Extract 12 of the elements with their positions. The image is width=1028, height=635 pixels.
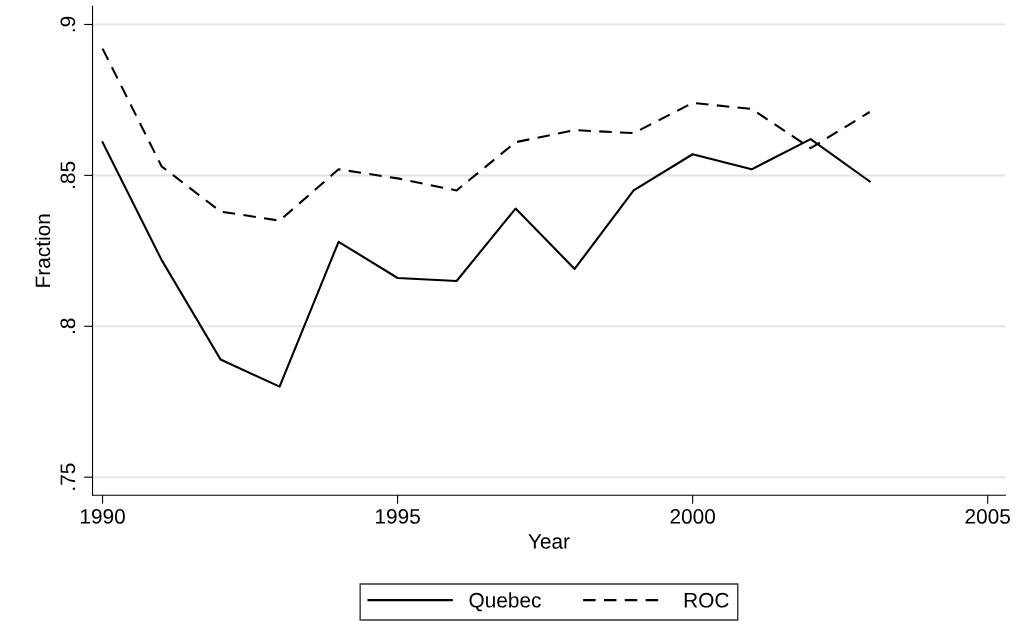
x-tick-label: 1990 (80, 509, 125, 524)
x-axis-title: Year (528, 534, 570, 549)
x-tick-label: 1995 (376, 509, 420, 524)
y-tick-label: .75 (60, 463, 76, 490)
x-tick-label: 2000 (670, 509, 715, 524)
x-tick-label: 2005 (965, 509, 1010, 524)
legend-label: Quebec (469, 592, 541, 612)
y-tick-label: .9 (60, 16, 76, 32)
y-axis-title: Fraction (34, 214, 51, 287)
y-tick-label: .85 (60, 161, 76, 188)
legend-label: ROC (684, 592, 729, 608)
y-tick-label: .8 (60, 318, 76, 334)
